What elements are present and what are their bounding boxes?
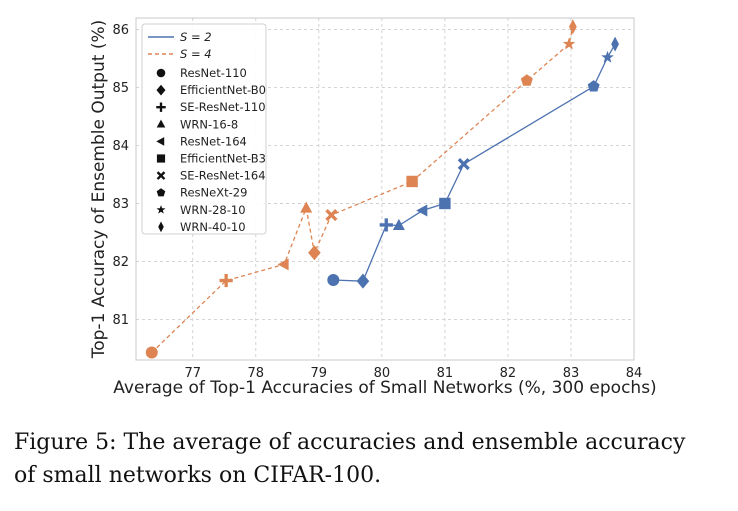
legend-item-label: EfficientNet-B0 [180, 83, 266, 97]
y-tick-label: 81 [112, 313, 129, 328]
y-tick-label: 85 [112, 81, 129, 96]
legend-marker-diamond-icon [156, 84, 166, 96]
legend-marker-pentagon-icon [156, 188, 166, 197]
s4-point-se-resnet-110 [219, 273, 233, 288]
legend-marker-star-icon [156, 205, 166, 214]
x-tick-label: 84 [626, 366, 643, 381]
s2-point-resnext-29 [587, 80, 600, 92]
y-tick-label: 83 [112, 197, 129, 212]
s2-point-wrn-28-10 [601, 50, 614, 63]
legend-item-label: WRN-28-10 [180, 203, 246, 217]
s4-point-se-resnet-164 [325, 209, 338, 222]
s2-point-se-resnet-164-shape [457, 158, 470, 171]
x-tick-label: 81 [437, 366, 454, 381]
s2-point-resnet-110 [327, 274, 340, 287]
plot-frame [135, 17, 635, 361]
s4-point-se-resnet-164-shape [325, 209, 338, 222]
legend-s4-label: S = 4 [180, 47, 212, 61]
legend-marker-x-cross-icon-shape [156, 171, 166, 180]
legend-marker-triangle-up-icon [156, 119, 166, 128]
legend-item-label: SE-ResNet-164 [180, 169, 266, 183]
legend-marker-x-cross-icon [156, 171, 166, 180]
legend-item-label: EfficientNet-B3 [180, 152, 266, 166]
s2-point-se-resnet-110 [379, 218, 393, 232]
legend: S = 2 S = 4 ResNet-110 EfficientNet-B0 SE-… [141, 23, 267, 235]
s4-point-efficientnet-b3 [406, 175, 418, 188]
s4-point-resnext-29 [520, 74, 533, 86]
y-axis-label: Top-1 Accuracy of Ensemble Output (%) [89, 20, 109, 360]
s2-point-resnet-164 [416, 204, 428, 217]
y-tick-label: 84 [112, 139, 129, 154]
s4-point-efficientnet-b0 [308, 245, 321, 261]
legend-marker-square-icon [156, 154, 166, 163]
y-tick-label: 82 [112, 255, 129, 270]
s2-point-efficientnet-b3 [439, 197, 451, 210]
caption-line-1: Figure 5: The average of accuracies and … [14, 430, 686, 455]
figure-caption: Figure 5: The average of accuracies and … [14, 426, 730, 492]
legend-item-label: WRN-40-10 [180, 220, 246, 234]
caption-line-2: of small networks on CIFAR-100. [14, 463, 382, 488]
legend-item-label: ResNet-164 [180, 134, 247, 148]
legend-s2-label: S = 2 [180, 30, 212, 44]
legend-box [141, 23, 267, 235]
series-lines [151, 26, 616, 353]
series-markers [145, 19, 619, 359]
legend-item-label: ResNet-110 [180, 66, 247, 80]
s4-series-line [151, 26, 574, 353]
x-tick-label: 80 [374, 366, 391, 381]
legend-item-label: SE-ResNet-110 [180, 100, 266, 114]
x-tick-label: 83 [563, 366, 580, 381]
y-tick-label: 86 [112, 23, 129, 38]
s2-point-efficientnet-b0 [356, 273, 370, 289]
x-tick-label: 79 [311, 366, 328, 381]
legend-item-label: ResNeXt-29 [180, 186, 247, 200]
legend-marker-plus-icon [156, 102, 166, 112]
s2-point-wrn-16-8 [392, 218, 405, 231]
s4-point-wrn-40-10 [568, 19, 577, 35]
s2-series-line [333, 43, 616, 282]
legend-marker-items: ResNet-110 EfficientNet-B0 SE-ResNet-110 WR… [156, 66, 266, 234]
legend-marker-thin-diamond-icon [158, 221, 164, 233]
s4-point-resnet-164 [277, 258, 289, 271]
x-tick-label: 77 [184, 366, 201, 381]
legend-item-label: WRN-16-8 [180, 117, 238, 131]
x-tick-label: 82 [500, 366, 517, 381]
grid [136, 18, 635, 360]
y-ticks: 81 82 83 84 85 86 [112, 23, 129, 328]
s4-point-wrn-16-8 [300, 201, 313, 213]
x-axis-label: Average of Top-1 Accuracies of Small Net… [113, 378, 656, 398]
s2-point-se-resnet-164 [457, 158, 470, 171]
legend-marker-triangle-left-icon [156, 137, 165, 146]
ensemble-accuracy-chart: 77 78 79 80 81 82 83 84 81 82 83 84 85 86 Average of… [89, 17, 657, 398]
s4-point-wrn-28-10 [562, 37, 576, 50]
s4-point-resnet-110 [145, 346, 158, 359]
x-tick-label: 78 [247, 366, 264, 381]
x-ticks: 77 78 79 80 81 82 83 84 [184, 366, 642, 381]
legend-marker-circle-icon [156, 68, 166, 78]
s2-point-wrn-40-10 [611, 36, 619, 52]
